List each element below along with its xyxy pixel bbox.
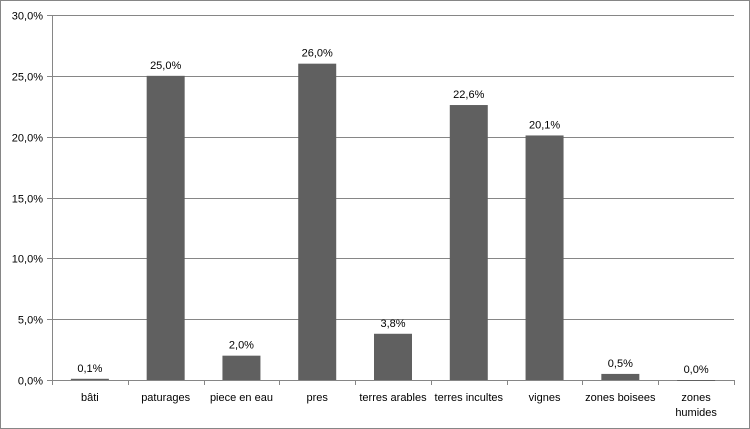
bar bbox=[677, 380, 716, 381]
y-tick-label: 10,0% bbox=[12, 254, 43, 266]
data-label: 0,5% bbox=[608, 358, 633, 370]
data-label: 20,1% bbox=[529, 119, 560, 131]
bar bbox=[449, 105, 488, 381]
data-label: 3,8% bbox=[380, 318, 405, 330]
x-tick-label: zones humides bbox=[675, 392, 717, 419]
y-tick-label: 15,0% bbox=[12, 194, 43, 206]
data-label: 2,0% bbox=[229, 340, 254, 352]
x-tick-label: terres arables bbox=[359, 392, 427, 404]
x-tick-label: piece en eau bbox=[210, 392, 273, 404]
data-label: 26,0% bbox=[302, 48, 333, 60]
x-tick-label: zones boisees bbox=[585, 392, 656, 404]
bar bbox=[374, 333, 412, 380]
x-tick-label: paturages bbox=[141, 392, 190, 404]
bar bbox=[146, 75, 185, 380]
data-label: 0,0% bbox=[684, 364, 709, 376]
y-tick-label: 30,0% bbox=[12, 11, 43, 23]
x-tick-label: terres incultes bbox=[435, 392, 504, 404]
bar bbox=[601, 373, 640, 380]
x-tick-label: pres bbox=[307, 392, 329, 404]
x-tick-label: bâti bbox=[81, 392, 99, 404]
bar bbox=[525, 135, 564, 380]
bar bbox=[222, 355, 261, 380]
y-tick-label: 0,0% bbox=[18, 376, 43, 388]
data-label: 0,1% bbox=[77, 363, 102, 375]
y-tick-label: 20,0% bbox=[12, 133, 43, 145]
data-label: 22,6% bbox=[453, 89, 484, 101]
bar bbox=[70, 378, 109, 380]
bar bbox=[298, 63, 337, 381]
y-tick-label: 25,0% bbox=[12, 72, 43, 84]
y-tick-label: 5,0% bbox=[18, 315, 43, 327]
data-label: 25,0% bbox=[150, 60, 181, 72]
x-tick-label: vignes bbox=[529, 392, 561, 404]
